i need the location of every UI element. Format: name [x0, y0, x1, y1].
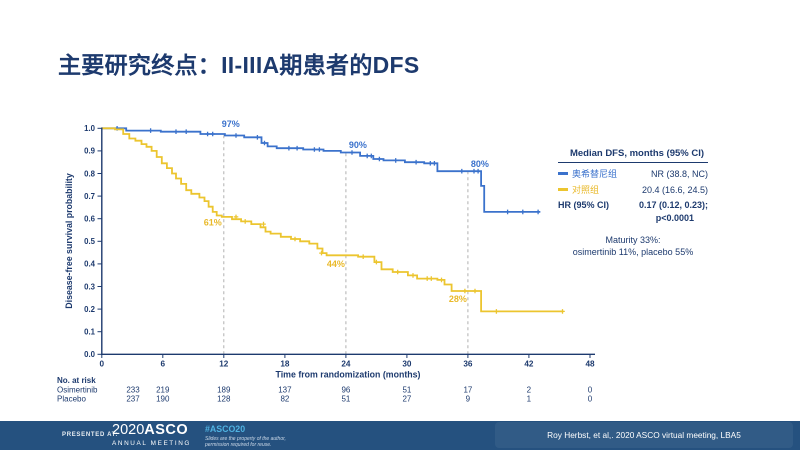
svg-text:237: 237 [126, 395, 140, 404]
svg-text:0: 0 [100, 360, 105, 369]
hashtag-block: #ASCO20 Slides are the property of the a… [205, 424, 286, 448]
svg-text:1.0: 1.0 [84, 124, 96, 133]
asco-logo-year: 2020 [112, 422, 145, 438]
maturity-line-1: Maturity 33%: [605, 235, 661, 245]
svg-text:0.7: 0.7 [84, 192, 95, 201]
hr-value: 0.17 (0.12, 0.23); [638, 200, 708, 210]
svg-text:0.0: 0.0 [84, 350, 96, 359]
svg-text:36: 36 [463, 360, 473, 369]
svg-text:80%: 80% [471, 159, 489, 169]
svg-text:Disease-free survival probabil: Disease-free survival probability [64, 173, 74, 309]
svg-text:97%: 97% [222, 119, 240, 129]
svg-text:44%: 44% [327, 259, 345, 269]
svg-text:190: 190 [156, 395, 170, 404]
svg-text:6: 6 [161, 360, 166, 369]
svg-text:90%: 90% [349, 140, 367, 150]
svg-text:27: 27 [402, 395, 411, 404]
svg-text:189: 189 [217, 386, 231, 395]
svg-text:0.2: 0.2 [84, 305, 96, 314]
svg-text:17: 17 [463, 386, 472, 395]
svg-text:No. at risk: No. at risk [57, 376, 96, 385]
svg-text:28%: 28% [449, 294, 467, 304]
maturity-line-2: osimertinib 11%, placebo 55% [572, 247, 694, 257]
osimertinib-line-marker [558, 172, 568, 175]
osimertinib-group-label: 奥希替尼组 [572, 169, 618, 179]
svg-text:30: 30 [402, 360, 412, 369]
osimertinib-median-value: NR (38.8, NC) [650, 168, 708, 179]
svg-text:96: 96 [341, 386, 350, 395]
citation-text: Roy Herbst, et al,. 2020 ASCO virtual me… [547, 430, 741, 440]
hr-label: HR (95% CI) [558, 200, 610, 210]
svg-text:51: 51 [402, 386, 411, 395]
asco-logo: 2020ASCO ANNUAL MEETING [112, 422, 191, 450]
svg-text:48: 48 [585, 360, 595, 369]
svg-text:1: 1 [527, 395, 532, 404]
svg-text:128: 128 [217, 395, 231, 404]
svg-text:0.3: 0.3 [84, 282, 96, 291]
legend-header: Median DFS, months (95% CI) [558, 148, 708, 163]
legend-row-placebo: 对照组 20.4 (16.6, 24.5) [558, 183, 708, 196]
disclaimer-line-1: Slides are the property of the author, [205, 436, 286, 442]
asco-logo-subtitle: ANNUAL MEETING [112, 440, 191, 447]
svg-text:233: 233 [126, 386, 140, 395]
slide-disclaimer: Slides are the property of the author, p… [205, 436, 286, 448]
svg-text:42: 42 [524, 360, 534, 369]
placebo-median-value: 20.4 (16.6, 24.5) [641, 184, 708, 195]
placebo-group-label: 对照组 [572, 185, 600, 195]
svg-text:Osimertinib: Osimertinib [57, 386, 98, 395]
svg-text:9: 9 [466, 395, 471, 404]
p-value: p<0.0001 [655, 213, 694, 223]
svg-text:0.9: 0.9 [84, 147, 96, 156]
presented-at-label: PRESENTED AT: [62, 432, 119, 438]
svg-text:0.4: 0.4 [84, 260, 96, 269]
svg-text:0.6: 0.6 [84, 215, 96, 224]
svg-text:61%: 61% [204, 217, 222, 227]
svg-text:219: 219 [156, 386, 170, 395]
hazard-ratio-row: HR (95% CI) 0.17 (0.12, 0.23); [558, 200, 708, 210]
svg-text:Time from randomization (month: Time from randomization (months) [276, 370, 421, 380]
dfs-stats-panel: Median DFS, months (95% CI) 奥希替尼组 NR (38… [558, 148, 708, 258]
svg-text:18: 18 [280, 360, 290, 369]
svg-text:0: 0 [588, 386, 593, 395]
svg-text:137: 137 [278, 386, 292, 395]
svg-text:2: 2 [527, 386, 532, 395]
svg-text:0.1: 0.1 [84, 328, 96, 337]
asco-logo-name: ASCO [144, 422, 189, 438]
maturity-note: Maturity 33%: osimertinib 11%, placebo 5… [558, 234, 708, 258]
svg-text:51: 51 [341, 395, 350, 404]
disclaimer-line-2: permission required for reuse. [205, 442, 272, 448]
hashtag-label: #ASCO20 [205, 424, 246, 434]
svg-text:0.8: 0.8 [84, 169, 96, 178]
svg-text:12: 12 [219, 360, 229, 369]
legend-row-osimertinib: 奥希替尼组 NR (38.8, NC) [558, 167, 708, 180]
svg-text:82: 82 [280, 395, 289, 404]
asco-logo-wordmark: 2020ASCO [112, 422, 191, 438]
svg-text:0: 0 [588, 395, 593, 404]
citation-box: Roy Herbst, et al,. 2020 ASCO virtual me… [495, 422, 793, 448]
svg-text:24: 24 [341, 360, 351, 369]
footer-bar: PRESENTED AT: 2020ASCO ANNUAL MEETING #A… [0, 421, 800, 450]
svg-text:Placebo: Placebo [57, 395, 86, 404]
placebo-line-marker [558, 188, 568, 191]
slide-title: 主要研究终点：II-IIIA期患者的DFS [58, 52, 420, 78]
svg-text:0.5: 0.5 [84, 237, 96, 246]
